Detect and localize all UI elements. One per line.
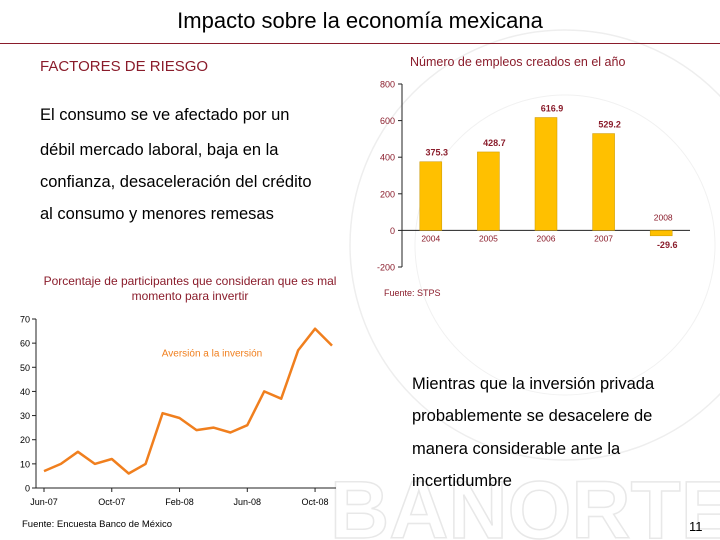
bar — [419, 161, 443, 231]
employment-chart-title: Número de empleos creados en el año — [410, 55, 626, 69]
x-tick-label: 2008 — [654, 212, 673, 222]
x-tick-label: Jun-07 — [30, 497, 58, 507]
investment-text-line: Mientras que la inversión privada — [412, 375, 655, 393]
risk-text-line: débil mercado laboral, baja en la — [40, 141, 279, 159]
investment-chart-title: Porcentaje de participantes que consider… — [43, 274, 337, 303]
x-tick-label: 2004 — [421, 233, 440, 243]
employment-chart-source: Fuente: STPS — [384, 288, 441, 298]
y-tick-label: 400 — [380, 153, 395, 163]
risk-text-line: al consumo y menores remesas — [40, 205, 274, 223]
risk-heading: FACTORES DE RIESGO — [40, 58, 209, 75]
x-tick-label: Oct-08 — [302, 497, 329, 507]
series-label: Aversión a la inversión — [162, 348, 262, 359]
bar-value-label: 529.2 — [598, 120, 621, 130]
y-tick-label: 0 — [390, 226, 395, 236]
bar — [592, 133, 615, 231]
investment-text-line: probablemente se desacelere de — [412, 407, 653, 425]
y-tick-label: 10 — [20, 459, 30, 469]
x-tick-label: 2007 — [594, 233, 613, 243]
y-tick-label: 0 — [25, 484, 30, 494]
x-tick-label: 2005 — [479, 233, 498, 243]
risk-text-line: confianza, desaceleración del crédito — [40, 173, 312, 191]
y-tick-label: 60 — [20, 339, 30, 349]
y-tick-label: 50 — [20, 363, 30, 373]
y-tick-label: 200 — [380, 189, 395, 199]
series-line — [43, 327, 333, 475]
bar-value-label: 428.7 — [483, 138, 506, 148]
watermark-text: BANORTE — [330, 465, 720, 540]
y-tick-label: 600 — [380, 116, 395, 126]
employment-bar-chart: -200 0 200 400 600 800 375.3 2004 428.7 2005 616.9… — [377, 80, 690, 273]
y-tick-label: 800 — [380, 80, 395, 90]
bar-value-label: 375.3 — [426, 148, 449, 158]
title-divider — [0, 43, 720, 44]
investment-text-line: incertidumbre — [412, 472, 512, 490]
x-tick-label: Feb-08 — [165, 497, 194, 507]
x-tick-label: 2006 — [537, 233, 556, 243]
bar — [649, 230, 673, 237]
y-tick-label: 40 — [20, 387, 30, 397]
y-tick-label: 20 — [20, 435, 30, 445]
x-tick-label: Jun-08 — [234, 497, 262, 507]
bar — [477, 151, 500, 231]
bar-value-label: -29.6 — [657, 240, 678, 250]
investment-line-chart: 0 10 20 30 40 50 60 70 Jun-07 Oct-07 Feb-08 Jun-08 O… — [20, 315, 336, 507]
investment-text-line: manera considerable ante la — [412, 440, 621, 458]
page-number: 11 — [689, 519, 703, 534]
watermark-ring — [414, 94, 716, 396]
x-tick-label: Oct-07 — [98, 497, 125, 507]
investment-chart-source: Fuente: Encuesta Banco de México — [22, 519, 172, 530]
bar-value-label: 616.9 — [541, 104, 564, 114]
bar — [534, 117, 558, 231]
y-tick-label: -200 — [377, 263, 395, 273]
slide-title: Impacto sobre la economía mexicana — [177, 8, 543, 33]
risk-text-line: El consumo se ve afectado por un — [40, 106, 290, 124]
y-tick-label: 30 — [20, 411, 30, 421]
watermark-ring — [349, 29, 720, 461]
y-tick-label: 70 — [20, 315, 30, 325]
